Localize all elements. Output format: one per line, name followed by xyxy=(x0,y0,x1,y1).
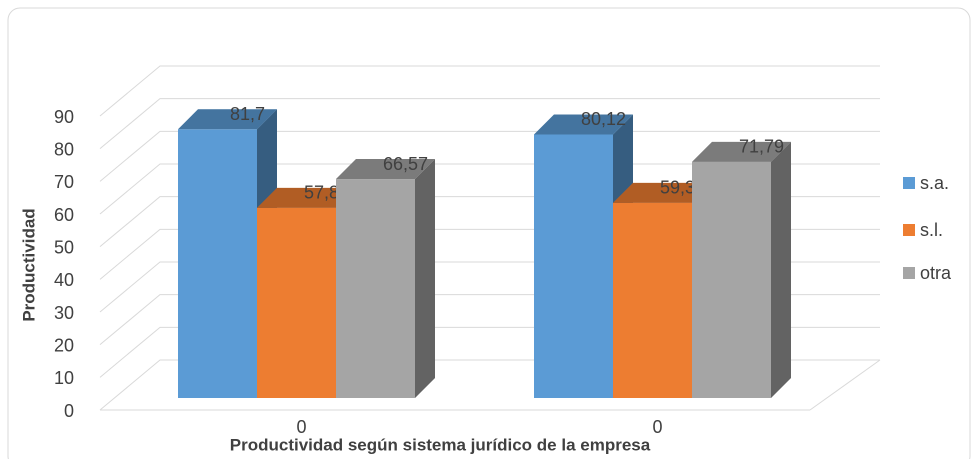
bar-top xyxy=(257,187,356,208)
bar-top-shade xyxy=(336,159,435,180)
y-tick-label: 20 xyxy=(54,335,74,355)
bar-top-shade xyxy=(692,141,791,162)
bar-top-shade xyxy=(534,114,633,135)
y-tick-label: 0 xyxy=(64,401,74,421)
floor-line xyxy=(809,359,881,411)
legend-label: otra xyxy=(920,263,952,283)
grid-line xyxy=(99,65,880,117)
y-tick-label: 40 xyxy=(54,270,74,290)
data-label: 81,7 xyxy=(230,104,265,124)
x-tick-label: 0 xyxy=(296,417,306,437)
y-tick-label: 30 xyxy=(54,303,74,323)
y-tick-label: 10 xyxy=(54,368,74,388)
bar-top-shade xyxy=(178,109,277,130)
chart-border xyxy=(7,7,971,459)
bar-side-shade xyxy=(415,159,435,398)
legend-swatch xyxy=(903,224,915,236)
bar-top xyxy=(692,141,791,162)
bar-front xyxy=(534,134,613,399)
bar-front xyxy=(613,202,692,398)
data-label: 71,79 xyxy=(739,137,784,157)
bar-side xyxy=(415,159,435,398)
bar-front xyxy=(257,207,336,398)
bar-front xyxy=(336,179,415,398)
bar-top xyxy=(336,159,435,180)
y-tick-label: 70 xyxy=(54,172,74,192)
grid-line xyxy=(99,163,880,215)
y-tick-label: 50 xyxy=(54,237,74,257)
data-label: 66,57 xyxy=(383,154,428,174)
legend-label: s.l. xyxy=(920,220,943,240)
bar-top xyxy=(534,114,633,135)
legend-label: s.a. xyxy=(920,173,949,193)
legend-swatch xyxy=(903,267,915,279)
data-label: 80,12 xyxy=(581,109,626,129)
grid-line xyxy=(99,130,880,182)
bar-top-shade xyxy=(257,187,356,208)
bar-side xyxy=(771,141,791,398)
y-tick-label: 80 xyxy=(54,139,74,159)
y-axis-title: Productividad xyxy=(19,208,38,321)
grid-line xyxy=(99,98,880,150)
bar-front xyxy=(178,129,257,398)
bar-top-shade xyxy=(613,182,712,203)
bar-side-shade xyxy=(771,141,791,398)
y-tick-label: 60 xyxy=(54,205,74,225)
x-axis-title: Productividad según sistema jurídico de … xyxy=(230,435,651,454)
bar-top xyxy=(178,109,277,130)
y-tick-label: 90 xyxy=(54,107,74,127)
legend-swatch xyxy=(903,177,915,189)
bar-top xyxy=(613,182,712,203)
x-tick-label: 0 xyxy=(652,417,662,437)
bar-front xyxy=(692,161,771,398)
